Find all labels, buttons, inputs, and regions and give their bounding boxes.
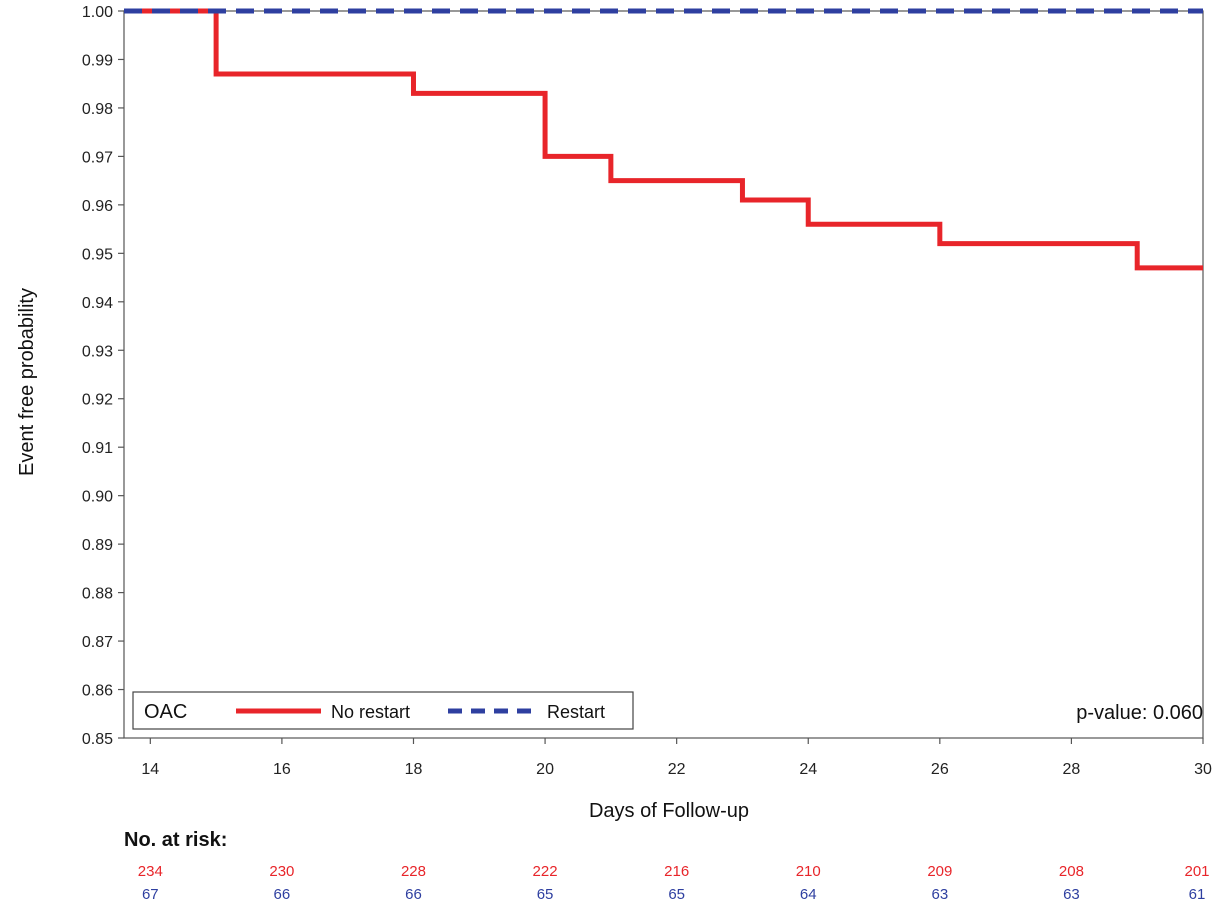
risk-value-restart: 63	[1063, 886, 1080, 903]
x-tick-label: 26	[931, 761, 949, 778]
y-tick-label: 0.98	[82, 101, 113, 118]
y-tick-label: 0.99	[82, 52, 113, 69]
y-tick-label: 0.86	[82, 683, 113, 700]
y-tick-label: 0.97	[82, 149, 113, 166]
x-tick-label: 16	[273, 761, 291, 778]
legend: OAC No restart Restart	[132, 691, 634, 730]
y-tick-label: 0.92	[82, 392, 113, 409]
axes-layer: 0.85 0.86 0.87 0.88 0.89 0.90 0.91 0.92 0.93 0.94…	[82, 4, 1212, 778]
risk-value-no-restart: 209	[927, 863, 952, 880]
risk-value-restart: 67	[142, 886, 159, 903]
risk-value-restart: 63	[931, 886, 948, 903]
risk-value-no-restart: 230	[269, 863, 294, 880]
series-line-no-restart	[124, 8, 1203, 271]
y-tick-label: 0.93	[82, 343, 113, 360]
risk-value-restart: 65	[668, 886, 685, 903]
x-tick-label: 18	[405, 761, 423, 778]
risk-value-no-restart: 222	[533, 863, 558, 880]
y-tick-label: 0.95	[82, 246, 113, 263]
risk-value-restart: 61	[1189, 886, 1206, 903]
y-tick-label: 0.88	[82, 586, 113, 603]
risk-table: 234 230 228 222 216 210 209 208 201 67 66 66 65 65 64 6…	[138, 863, 1210, 903]
y-tick-label: 0.96	[82, 198, 113, 215]
y-tick-label: 0.89	[82, 537, 113, 554]
plot-area	[123, 10, 1204, 739]
y-axis-title: Event free probability	[16, 288, 38, 476]
legend-title: OAC	[144, 701, 187, 723]
x-tick-label: 22	[668, 761, 686, 778]
plot-frame	[123, 10, 1204, 739]
p-value-annotation: p-value: 0.060	[1076, 702, 1203, 724]
x-tick-label: 24	[799, 761, 817, 778]
risk-value-no-restart: 228	[401, 863, 426, 880]
y-tick-label: 0.85	[82, 731, 113, 748]
risk-value-no-restart: 210	[796, 863, 821, 880]
x-tick-label: 14	[141, 761, 159, 778]
legend-box	[132, 691, 634, 730]
risk-value-no-restart: 208	[1059, 863, 1084, 880]
x-tick-label: 20	[536, 761, 554, 778]
legend-label-restart: Restart	[547, 702, 605, 722]
risk-value-no-restart: 216	[664, 863, 689, 880]
risk-value-restart: 66	[274, 886, 291, 903]
risk-value-no-restart: 234	[138, 863, 163, 880]
risk-value-no-restart: 201	[1184, 863, 1209, 880]
y-tick-label: 0.87	[82, 634, 113, 651]
x-axis-title: Days of Follow-up	[589, 800, 749, 822]
x-tick-label: 30	[1194, 761, 1212, 778]
risk-table-title: No. at risk:	[124, 829, 227, 851]
series-layer	[124, 8, 1203, 271]
y-tick-label: 1.00	[82, 4, 113, 21]
risk-value-restart: 66	[405, 886, 422, 903]
legend-label-no-restart: No restart	[331, 702, 410, 722]
y-tick-label: 0.94	[82, 295, 113, 312]
y-tick-label: 0.90	[82, 489, 113, 506]
risk-value-restart: 65	[537, 886, 554, 903]
x-tick-label: 28	[1063, 761, 1081, 778]
risk-value-restart: 64	[800, 886, 817, 903]
y-tick-label: 0.91	[82, 440, 113, 457]
